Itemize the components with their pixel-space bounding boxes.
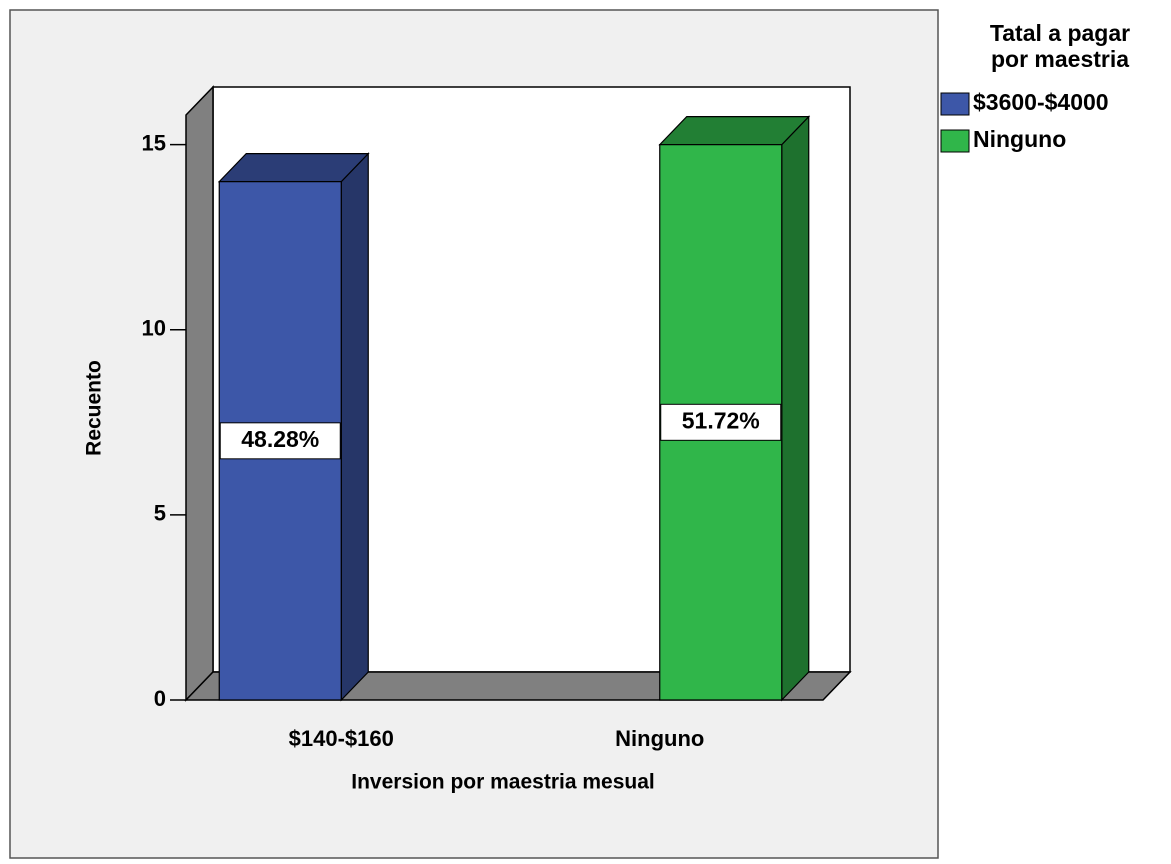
- legend-swatch: [940, 92, 970, 116]
- legend-swatch: [940, 129, 970, 153]
- y-axis-title: Recuento: [83, 360, 106, 456]
- bar-top: [217, 153, 370, 183]
- y-tick-label: 0: [154, 686, 166, 711]
- x-tick-label: $140-$160: [289, 726, 394, 751]
- data-label: 48.28%: [241, 426, 319, 452]
- left-wall: [185, 85, 214, 702]
- legend-title: por maestria: [991, 46, 1129, 72]
- y-tick-label: 10: [142, 316, 166, 341]
- legend-title: Tatal a pagar: [990, 20, 1130, 46]
- y-tick-label: 15: [142, 130, 166, 155]
- label-box: [660, 403, 782, 441]
- x-tick-label: Ninguno: [615, 726, 704, 751]
- y-tick-label: 5: [154, 501, 166, 526]
- bar-top: [658, 116, 811, 146]
- legend-label: Ninguno: [973, 126, 1066, 152]
- legend-label: $3600-$4000: [973, 89, 1109, 115]
- label-box: [219, 422, 341, 460]
- bar-side: [781, 115, 810, 702]
- x-axis-title: Inversion por maestria mesual: [351, 771, 654, 794]
- data-label: 51.72%: [682, 407, 760, 433]
- bar-side: [340, 152, 369, 702]
